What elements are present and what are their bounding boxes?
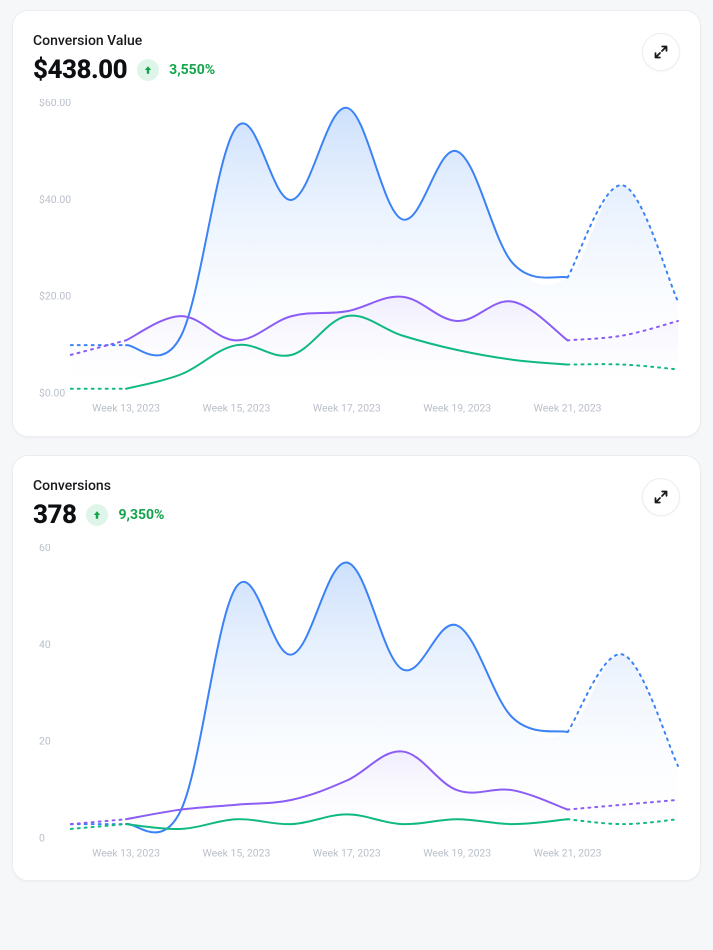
x-axis-tick-label: Week 19, 2023 [423, 846, 491, 859]
chart: $0.00 $20.00 $40.00 $60.00 Week 13, 2023 Week… [33, 99, 680, 418]
x-axis-tick-label: Week 17, 2023 [313, 846, 381, 859]
y-axis-tick-label: 0 [39, 831, 45, 844]
y-axis-tick-label: 60 [39, 544, 51, 554]
x-axis-tick-label: Week 15, 2023 [203, 846, 271, 859]
delta-arrow-up-icon [137, 59, 159, 81]
delta-percent: 9,350% [118, 507, 164, 523]
x-axis-tick-label: Week 13, 2023 [92, 402, 160, 415]
metric-block: Conversion Value $438.00 3,550% [33, 33, 215, 85]
y-axis-tick-label: $0.00 [39, 387, 65, 400]
x-axis-tick-label: Week 17, 2023 [313, 402, 381, 415]
chart: 0 20 40 60 Week 13, 2023 Week 15, 2023 Week 17… [33, 544, 680, 863]
y-axis-tick-label: $20.00 [39, 290, 71, 303]
metric-value: 378 [33, 500, 76, 530]
maximize-icon [654, 490, 668, 504]
metric-card-conversions: Conversions 378 9,350% 0 20 40 60 Week 13, 2023… [12, 455, 701, 882]
x-axis-tick-label: Week 19, 2023 [423, 402, 491, 415]
expand-button[interactable] [642, 33, 680, 71]
y-axis-tick-label: 40 [39, 637, 51, 650]
x-axis-tick-label: Week 21, 2023 [534, 846, 602, 859]
chart-wrap: $0.00 $20.00 $40.00 $60.00 Week 13, 2023 Week… [33, 99, 680, 418]
y-axis-tick-label: 20 [39, 734, 51, 747]
maximize-icon [654, 45, 668, 59]
x-axis-tick-label: Week 15, 2023 [203, 402, 271, 415]
metric-title: Conversions [33, 478, 164, 494]
x-axis-tick-label: Week 21, 2023 [534, 402, 602, 415]
metric-card-conversion_value: Conversion Value $438.00 3,550% $0.00 $20.00… [12, 10, 701, 437]
delta-percent: 3,550% [169, 62, 215, 78]
x-axis-tick-label: Week 13, 2023 [92, 846, 160, 859]
metric-value: $438.00 [33, 55, 127, 85]
y-axis-tick-label: $60.00 [39, 99, 71, 109]
metric-title: Conversion Value [33, 33, 215, 49]
metric-block: Conversions 378 9,350% [33, 478, 164, 530]
delta-arrow-up-icon [86, 504, 108, 526]
expand-button[interactable] [642, 478, 680, 516]
y-axis-tick-label: $40.00 [39, 193, 71, 206]
chart-wrap: 0 20 40 60 Week 13, 2023 Week 15, 2023 Week 17… [33, 544, 680, 863]
